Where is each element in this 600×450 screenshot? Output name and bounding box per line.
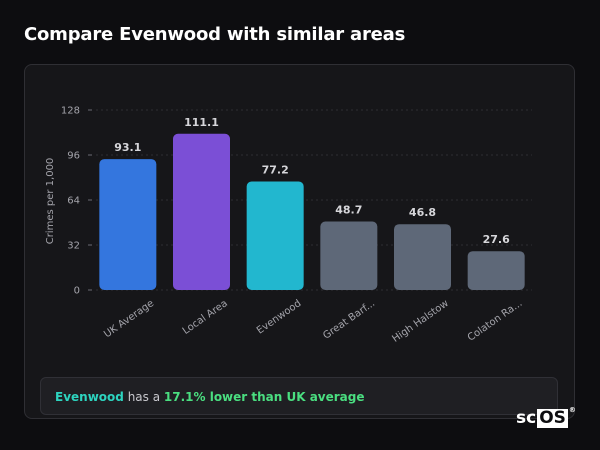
bars xyxy=(99,133,525,290)
logo-prefix: sc xyxy=(516,408,537,428)
logo-mark: ® xyxy=(568,406,576,414)
x-tick-label: Evenwood xyxy=(255,298,303,337)
x-axis-labels: UK Average Local Area Evenwood Great Barf..… xyxy=(102,298,524,345)
logo-boxed: OS xyxy=(537,407,568,428)
y-axis-label: Crimes per 1,000 xyxy=(45,158,56,245)
summary-comparison: 17.1% lower than UK average xyxy=(163,390,365,404)
page-title: Compare Evenwood with similar areas xyxy=(24,24,406,45)
x-tick-label: High Halstow xyxy=(390,298,450,345)
bar-value-label: 111.1 xyxy=(184,116,219,129)
bar[interactable] xyxy=(320,221,378,290)
x-tick-label: Colaton Ra... xyxy=(466,298,525,344)
summary-banner: Evenwood has a 17.1% lower than UK avera… xyxy=(40,377,558,415)
x-tick-label: UK Average xyxy=(102,298,156,340)
bar[interactable] xyxy=(173,133,230,290)
scos-logo: sc OS ® xyxy=(516,406,576,429)
bar[interactable] xyxy=(467,251,525,290)
grid-lines xyxy=(96,109,532,291)
y-tick-label: 96 xyxy=(67,151,80,162)
x-tick-label: Great Barf... xyxy=(321,298,377,342)
bar[interactable] xyxy=(394,224,451,290)
bar[interactable] xyxy=(99,159,157,290)
y-tick-label: 0 xyxy=(74,286,80,297)
bar-value-label: 27.6 xyxy=(483,233,510,246)
y-tick-label: 128 xyxy=(61,106,80,117)
bar-value-label: 77.2 xyxy=(262,163,289,176)
y-axis: 0 32 64 96 128 xyxy=(61,106,92,297)
bar-value-label: 48.7 xyxy=(335,204,362,217)
bar[interactable] xyxy=(246,181,304,290)
y-tick-label: 32 xyxy=(67,241,80,252)
x-tick-label: Local Area xyxy=(181,298,230,337)
bar-value-label: 93.1 xyxy=(114,141,141,154)
bar-value-label: 46.8 xyxy=(409,206,436,219)
value-labels: 93.1 111.1 77.2 48.7 46.8 27.6 xyxy=(114,116,510,246)
summary-text: has a xyxy=(123,390,164,404)
summary-area-name: Evenwood xyxy=(55,390,124,404)
y-tick-label: 64 xyxy=(67,196,80,207)
